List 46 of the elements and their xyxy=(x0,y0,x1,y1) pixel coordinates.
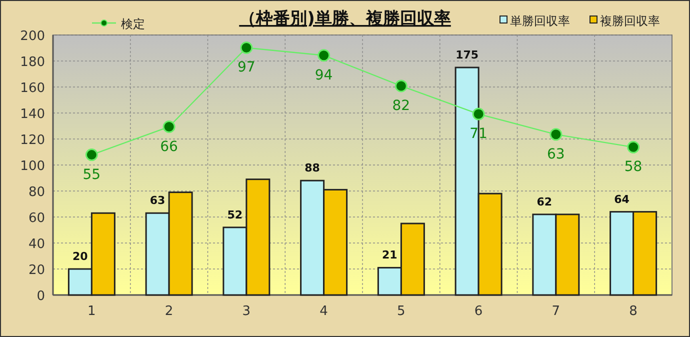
data-label: 20 xyxy=(72,250,88,263)
x-tick-label: 2 xyxy=(164,304,174,319)
y-tick-label: 60 xyxy=(28,211,45,226)
point xyxy=(394,80,408,92)
data-label: 64 xyxy=(614,192,630,206)
data-label: 175 xyxy=(456,48,479,62)
data-label: 63 xyxy=(547,146,565,162)
y-tick-label: 120 xyxy=(20,133,45,148)
data-label: 62 xyxy=(536,195,552,208)
data-label: 55 xyxy=(82,166,101,183)
x-tick-label: 8 xyxy=(629,304,638,319)
y-tick-label: 140 xyxy=(20,107,45,122)
y-tick-label: 180 xyxy=(20,55,45,70)
y-tick-label: 100 xyxy=(20,159,45,174)
y-tick-label: 0 xyxy=(36,289,45,304)
point xyxy=(85,148,98,162)
data-label: 58 xyxy=(624,159,642,176)
legend-label: 単勝回収率 xyxy=(510,14,570,28)
y-tick-label: 80 xyxy=(28,185,45,200)
chart-title: （枠番別)単勝、複勝回収率 xyxy=(239,9,451,29)
point xyxy=(162,120,176,134)
point xyxy=(240,41,253,54)
data-label: 88 xyxy=(304,162,320,175)
point xyxy=(318,49,330,62)
x-tick-label: 7 xyxy=(552,304,560,319)
point xyxy=(627,140,640,154)
x-tick-label: 4 xyxy=(320,304,328,319)
data-label: 82 xyxy=(392,98,410,114)
x-tick-label: 5 xyxy=(397,304,406,319)
data-label: 97 xyxy=(238,60,256,76)
x-tick-label: 3 xyxy=(242,304,251,319)
data-label: 63 xyxy=(150,194,166,208)
point xyxy=(472,108,485,120)
data-label: 52 xyxy=(227,208,243,222)
data-label: 21 xyxy=(382,248,398,262)
y-tick-label: 200 xyxy=(20,29,45,44)
data-label: 94 xyxy=(314,67,333,84)
x-tick-label: 6 xyxy=(474,304,483,319)
legend-label: 検定 xyxy=(121,17,145,31)
y-tick-label: 160 xyxy=(20,81,45,96)
y-tick-label: 40 xyxy=(28,237,45,252)
y-tick-label: 20 xyxy=(28,263,45,278)
x-tick-label: 1 xyxy=(88,304,96,319)
legend-label: 複勝回収率 xyxy=(600,14,660,28)
point xyxy=(550,128,562,141)
data-label: 66 xyxy=(160,138,178,155)
